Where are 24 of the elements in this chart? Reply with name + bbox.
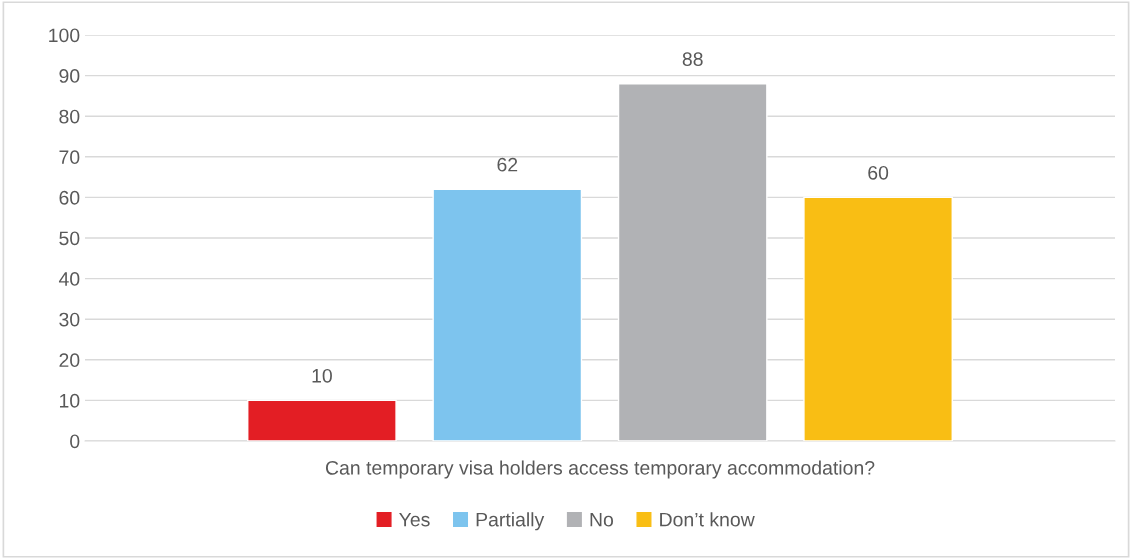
- y-tick-label: 80: [59, 109, 80, 124]
- bar: [617, 83, 768, 441]
- y-tick-label: 90: [59, 69, 80, 83]
- data-label: 60: [868, 165, 889, 180]
- bar: [247, 399, 397, 441]
- y-tick-label: 50: [59, 231, 80, 246]
- y-tick-label: 10: [60, 393, 80, 408]
- legend-label: Don’t know: [660, 512, 755, 527]
- data-label: 88: [682, 52, 703, 66]
- y-tick-label: 100: [49, 28, 80, 43]
- data-label: 10: [312, 368, 332, 383]
- y-tick-label: 20: [59, 353, 80, 368]
- y-tick-label: 0: [70, 434, 80, 449]
- legend-label: Yes: [399, 512, 430, 527]
- y-tick-label: 60: [59, 190, 80, 205]
- bar: [432, 188, 583, 441]
- y-tick-label: 40: [58, 272, 80, 286]
- x-tick-label: Can temporary visa holders access temporary accommodation?: [325, 460, 875, 479]
- y-tick-label: 30: [59, 312, 80, 327]
- y-tick-label: 70: [59, 150, 80, 165]
- legend-label: Partially: [476, 512, 545, 531]
- legend-label: No: [590, 512, 614, 527]
- data-label: 62: [497, 157, 518, 172]
- bar: [803, 196, 953, 441]
